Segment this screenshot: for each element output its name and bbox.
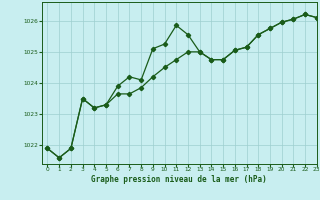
X-axis label: Graphe pression niveau de la mer (hPa): Graphe pression niveau de la mer (hPa) [91, 175, 267, 184]
